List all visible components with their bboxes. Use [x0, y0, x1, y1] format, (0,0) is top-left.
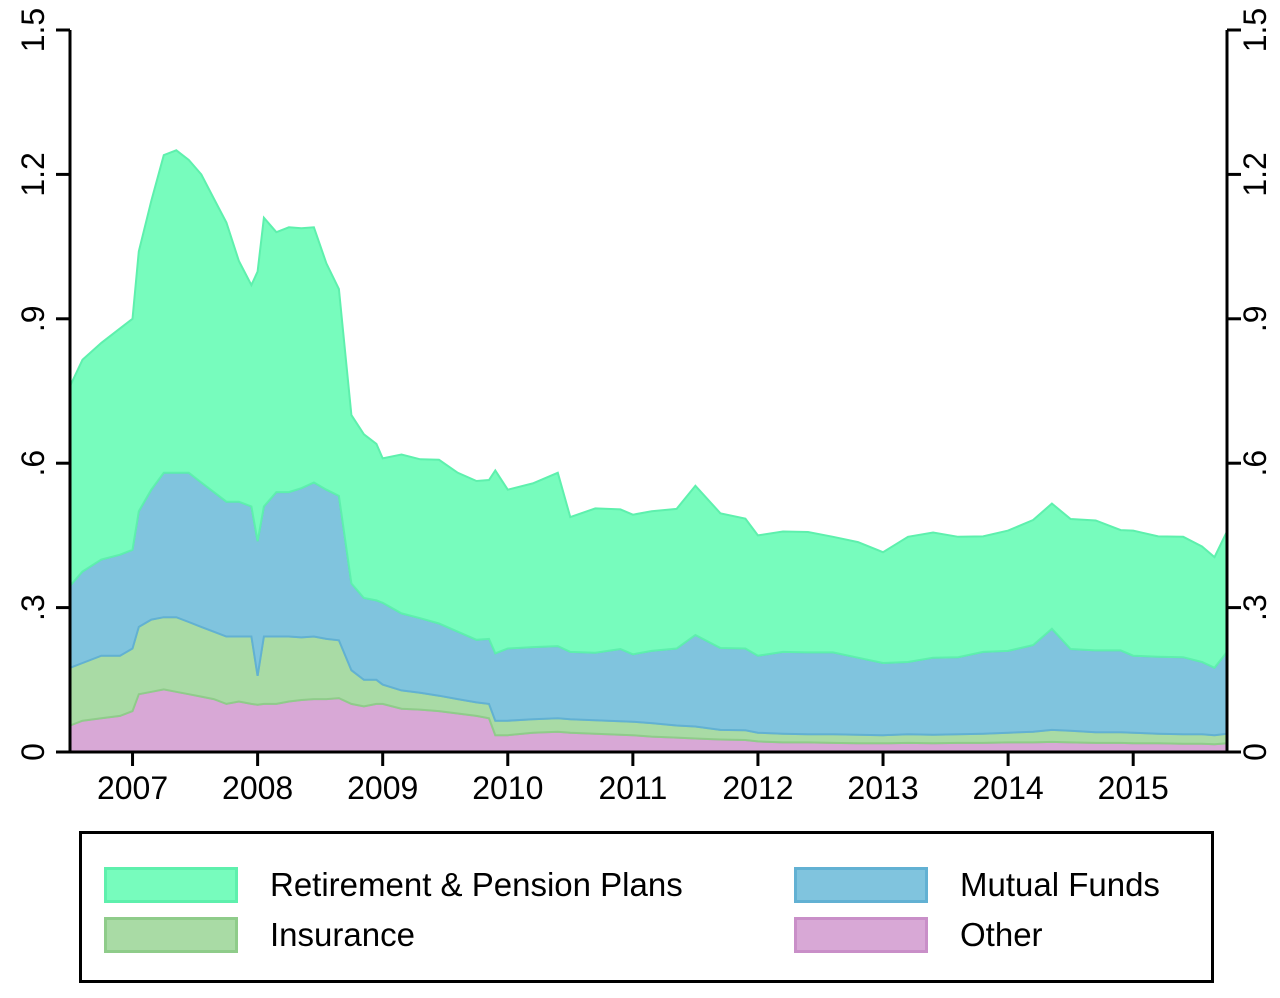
y-tick-label-right: 1.5: [1237, 8, 1273, 52]
y-tick-label-right: .3: [1237, 594, 1273, 621]
y-tick-label-left: 0: [15, 743, 51, 761]
x-tick-label: 2008: [222, 770, 293, 806]
legend-label-other: Other: [960, 916, 1043, 953]
y-tick-label-right: .9: [1237, 305, 1273, 332]
legend-item-insurance: Insurance: [104, 914, 415, 956]
x-tick-label: 2012: [722, 770, 793, 806]
y-tick-label-left: 1.5: [15, 8, 51, 52]
x-tick-label: 2014: [973, 770, 1044, 806]
area-layers: [69, 149, 1228, 753]
x-tick-label: 2011: [598, 770, 667, 806]
x-tick-label: 2009: [347, 770, 418, 806]
y-tick-label-left: .3: [15, 594, 51, 621]
x-tick-label: 2015: [1098, 770, 1169, 806]
y-tick-label-left: 1.2: [15, 152, 51, 196]
legend-label-retirement: Retirement & Pension Plans: [270, 866, 683, 903]
legend: Retirement & Pension Plans Mutual Funds …: [79, 831, 1214, 983]
axes: [68, 30, 1229, 754]
y-tick-label-left: .6: [15, 450, 51, 477]
legend-label-mutual-funds: Mutual Funds: [960, 866, 1160, 903]
legend-swatch-other: [794, 917, 928, 953]
stacked-area-chart: 0 0 .3 .3 .6 .6 .9 .9 1.2 1.2 1.5 1.5 2007 2008 2009 20…: [15, 8, 1273, 806]
x-tick-label: 2010: [472, 770, 543, 806]
legend-item-other: Other: [794, 914, 1043, 956]
legend-label-insurance: Insurance: [270, 916, 415, 953]
y-tick-label-right: .6: [1237, 450, 1273, 477]
ticks: 0 0 .3 .3 .6 .6 .9 .9 1.2 1.2 1.5 1.5 2007 2008 2009 20…: [15, 8, 1273, 806]
x-tick-label: 2007: [97, 770, 168, 806]
y-tick-label-right: 0: [1237, 743, 1273, 761]
legend-item-mutual-funds: Mutual Funds: [794, 864, 1160, 906]
legend-item-retirement: Retirement & Pension Plans: [104, 864, 683, 906]
y-tick-label-right: 1.2: [1237, 152, 1273, 196]
legend-swatch-insurance: [104, 917, 238, 953]
legend-swatch-retirement: [104, 867, 238, 903]
x-tick-label: 2013: [847, 770, 918, 806]
legend-swatch-mutual-funds: [794, 867, 928, 903]
y-tick-label-left: .9: [15, 305, 51, 332]
